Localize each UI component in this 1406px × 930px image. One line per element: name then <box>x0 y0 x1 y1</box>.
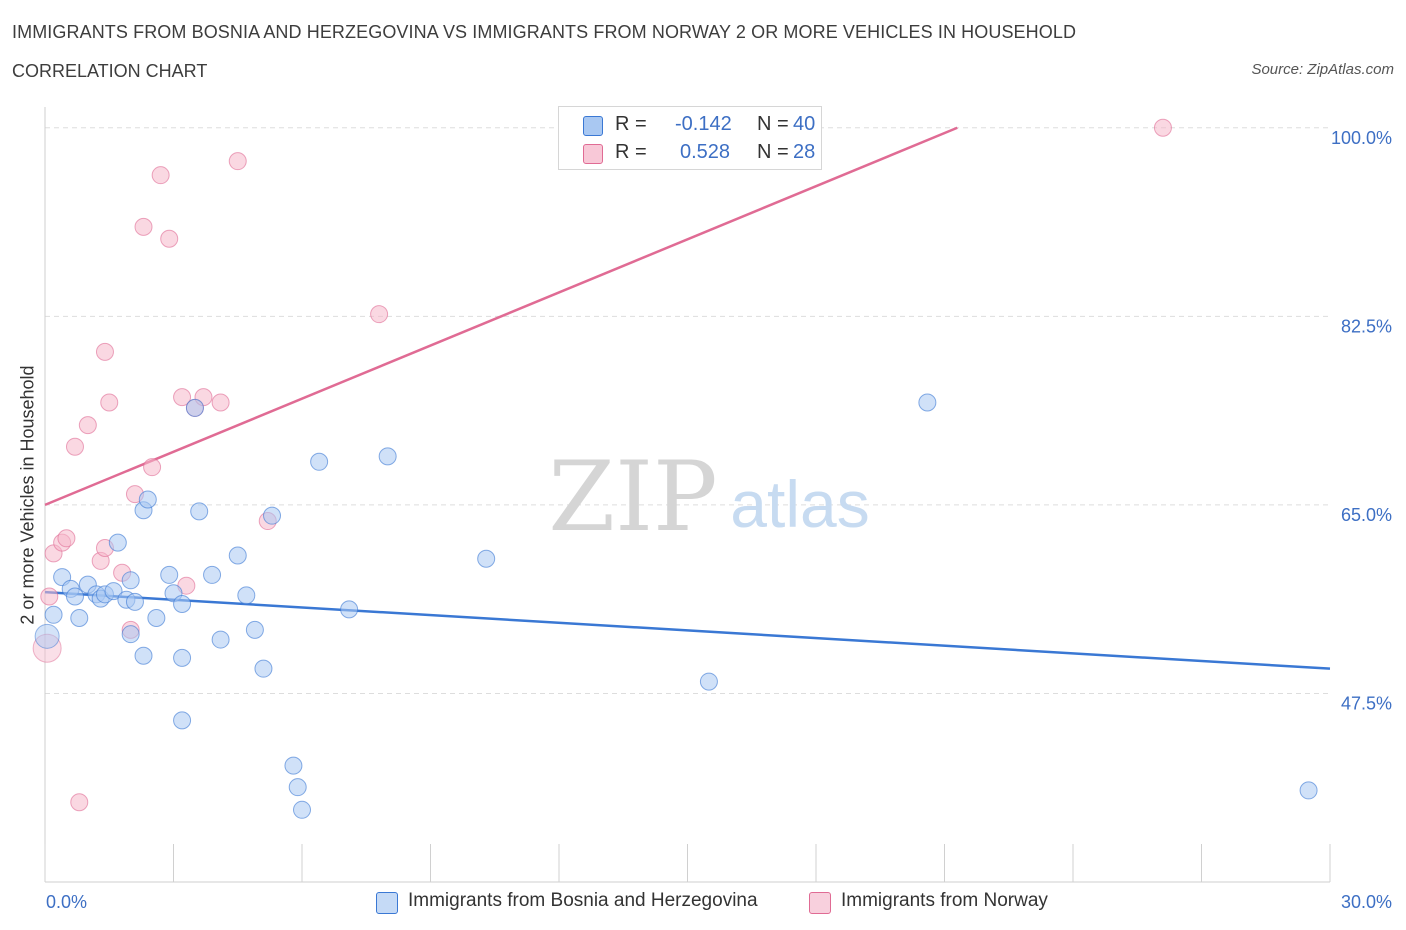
norway-point <box>78 416 97 435</box>
bosnia-point <box>310 452 329 471</box>
bosnia-point <box>121 571 140 590</box>
norway-trend-line <box>44 126 958 507</box>
y-tick-label: 100.0% <box>1331 128 1392 148</box>
norway-legend-swatch <box>809 892 831 914</box>
n-value: 40 <box>793 113 816 135</box>
x-tick-label: 0.0% <box>46 892 87 912</box>
watermark-atlas: atlas <box>730 467 869 541</box>
norway-point <box>151 166 170 185</box>
bosnia-point <box>477 549 496 568</box>
bosnia-point <box>104 582 123 601</box>
bosnia-point <box>228 546 247 565</box>
norway-point <box>370 305 389 324</box>
trend-lines <box>44 126 1331 670</box>
bosnia-point <box>134 646 153 665</box>
r-value: 0.528 <box>680 141 731 163</box>
norway-point <box>228 152 247 171</box>
norway-swatch <box>583 144 603 164</box>
bosnia-point <box>34 623 60 649</box>
bosnia-point <box>160 565 179 584</box>
bosnia-point <box>147 609 166 628</box>
r-label: R = <box>615 113 647 135</box>
norway-point <box>211 393 230 412</box>
bosnia-point <box>288 778 307 797</box>
y-tick-label: 47.5% <box>1341 693 1392 713</box>
source-credit: Source: ZipAtlas.com <box>1251 61 1394 78</box>
n-label: N = <box>757 141 789 163</box>
gridlines <box>45 127 1330 694</box>
norway-point <box>1153 118 1172 137</box>
norway-point <box>40 587 59 606</box>
data-points <box>32 118 1318 819</box>
legend-label: Immigrants from Norway <box>841 890 1048 911</box>
tick-labels: 47.5% 65.0% 82.5% 100.0% 0.0% 30.0% <box>46 128 1392 912</box>
bosnia-point <box>121 625 140 644</box>
bosnia-point <box>173 595 192 614</box>
bosnia-point <box>125 592 144 611</box>
bosnia-point <box>378 447 397 466</box>
bosnia-point <box>699 672 718 691</box>
n-label: N = <box>757 113 789 135</box>
chart-title: IMMIGRANTS FROM BOSNIA AND HERZEGOVINA V… <box>12 22 1077 42</box>
bosnia-point <box>185 398 204 417</box>
bosnia-point <box>108 533 127 552</box>
bosnia-point <box>211 630 230 649</box>
watermark: ZIP atlas <box>548 441 869 553</box>
bosnia-point <box>203 565 222 584</box>
bosnia-point <box>918 393 937 412</box>
r-value: -0.142 <box>675 113 732 135</box>
bosnia-legend-swatch <box>376 892 398 914</box>
legend-label: Immigrants from Bosnia and Herzegovina <box>408 890 758 911</box>
n-value: 28 <box>793 141 816 163</box>
norway-point <box>70 793 89 812</box>
norway-point <box>100 393 119 412</box>
bosnia-point <box>293 800 311 819</box>
bosnia-point <box>70 609 89 628</box>
bosnia-point <box>173 711 192 730</box>
watermark-zip: ZIP <box>548 441 717 553</box>
bosnia-point <box>263 506 282 525</box>
y-tick-label: 82.5% <box>1341 316 1392 336</box>
norway-point <box>57 529 76 548</box>
bosnia-point <box>245 620 264 639</box>
bosnia-point <box>173 648 192 667</box>
stats-legend: R = -0.142 N = 40 R = 0.528 N = 28 <box>558 106 822 170</box>
bosnia-point <box>138 490 157 509</box>
bosnia-point <box>1299 781 1318 800</box>
bosnia-point <box>340 600 359 619</box>
x-tick-label: 30.0% <box>1341 892 1392 912</box>
bosnia-point <box>237 586 256 605</box>
bosnia-trend-line <box>44 590 1331 670</box>
chart-subtitle: CORRELATION CHART <box>12 61 208 81</box>
norway-point <box>95 342 114 361</box>
y-tick-label: 65.0% <box>1341 505 1392 525</box>
bosnia-swatch <box>583 116 603 136</box>
norway-point <box>134 217 153 236</box>
bosnia-point <box>284 756 303 775</box>
norway-point <box>160 229 179 248</box>
bosnia-point <box>190 502 209 521</box>
axes <box>44 107 1331 883</box>
r-label: R = <box>615 141 647 163</box>
bosnia-point <box>254 659 273 678</box>
norway-point <box>143 458 162 477</box>
norway-point <box>65 437 84 456</box>
bosnia-point <box>65 587 84 606</box>
bosnia-point <box>44 605 63 624</box>
y-axis-label: 2 or more Vehicles in Household <box>17 365 38 625</box>
norway-point <box>173 388 192 407</box>
